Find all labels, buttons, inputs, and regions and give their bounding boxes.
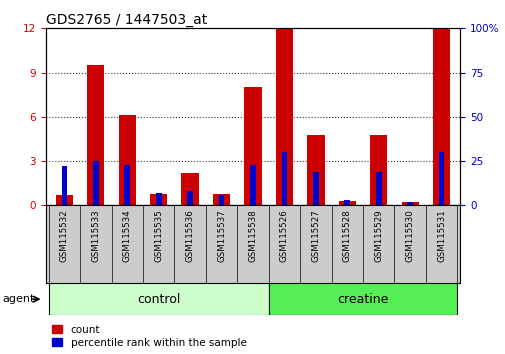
Text: GDS2765 / 1447503_at: GDS2765 / 1447503_at (45, 13, 207, 27)
Text: GSM115526: GSM115526 (279, 209, 288, 262)
Bar (432, 28, 449, 205)
Text: GSM115535: GSM115535 (154, 209, 163, 262)
Text: GSM115538: GSM115538 (248, 209, 257, 262)
Bar (407, 202, 412, 205)
Text: GSM115533: GSM115533 (91, 209, 100, 262)
Text: GSM115528: GSM115528 (342, 209, 351, 262)
Bar (62, 166, 67, 205)
Bar (93, 161, 98, 205)
Bar (338, 201, 355, 205)
Bar (213, 194, 230, 205)
Text: GSM115537: GSM115537 (217, 209, 226, 262)
Bar (375, 172, 381, 205)
Bar (244, 87, 261, 205)
Bar (275, 28, 292, 205)
Legend: count, percentile rank within the sample: count, percentile rank within the sample (50, 324, 247, 349)
Text: GSM115531: GSM115531 (436, 209, 445, 262)
Text: control: control (137, 293, 180, 306)
Bar (150, 194, 167, 205)
Bar (187, 191, 192, 205)
Bar (218, 195, 224, 205)
Text: GSM115532: GSM115532 (60, 209, 69, 262)
Bar (313, 172, 318, 205)
Bar (344, 200, 349, 205)
Bar (401, 202, 418, 205)
Bar (369, 135, 387, 205)
Bar (48, 283, 268, 315)
Bar (249, 165, 256, 205)
Bar (156, 193, 161, 205)
Bar (118, 115, 136, 205)
Text: GSM115534: GSM115534 (123, 209, 131, 262)
Text: GSM115530: GSM115530 (405, 209, 414, 262)
Text: GSM115529: GSM115529 (374, 209, 382, 262)
Text: GSM115536: GSM115536 (185, 209, 194, 262)
Bar (124, 165, 130, 205)
Bar (181, 173, 198, 205)
Bar (56, 195, 73, 205)
Text: agent: agent (3, 294, 35, 304)
Bar (268, 283, 457, 315)
Bar (438, 152, 443, 205)
Text: creatine: creatine (337, 293, 388, 306)
Bar (281, 152, 287, 205)
Bar (307, 135, 324, 205)
Bar (87, 65, 104, 205)
Text: GSM115527: GSM115527 (311, 209, 320, 262)
